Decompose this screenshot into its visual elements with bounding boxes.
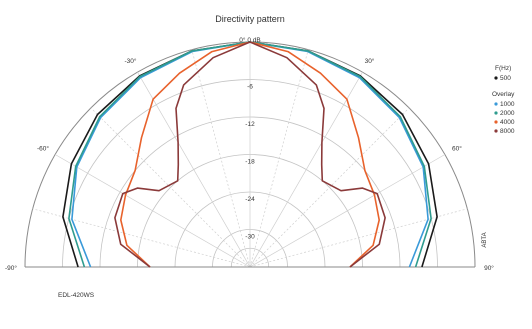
chart-title: Directivity pattern [215,14,285,24]
legend-entry: 1000 [500,101,515,108]
legend-entry: 8000 [500,128,515,135]
radial-tick-label: -18 [245,159,255,166]
grid-spoke [249,154,446,268]
grid-spoke [137,71,251,268]
model-label: EDL-420WS [58,292,95,299]
legend-overlay-header: Overlay [492,91,515,98]
legend: F(Hz) Overlay 500 1000 2000 4000 8000 [492,65,515,135]
legend-swatch [494,76,498,80]
top-label: 0° 0 dB [239,36,260,44]
tick-labels: -6 -12 -18 -24 -30 -90° -60° -30° 30° 60° 90° [5,57,494,272]
side-label: ABTA [482,232,488,247]
legend-swatch [494,120,498,124]
legend-swatch [494,111,498,115]
grid-spoke [54,154,251,268]
grid-spoke [191,49,251,268]
angle-tick-label: -90° [5,264,17,272]
radial-tick-label: -24 [245,196,255,203]
grid-spoke [249,107,410,268]
angle-tick-label: 30° [365,57,375,65]
legend-swatch [494,102,498,106]
grid-spoke [249,71,363,268]
grid-spoke [90,107,251,268]
angle-tick-label: 90° [484,264,494,272]
grid-spoke [249,49,309,268]
series-line-8000 [114,41,386,268]
radial-tick-label: -30 [245,234,255,241]
legend-swatch [494,129,498,133]
radial-tick-label: -6 [247,84,253,91]
legend-entry: 4000 [500,119,515,126]
grid-spoke [32,208,251,268]
radial-tick-label: -12 [245,121,255,128]
angle-tick-label: -60° [37,145,49,153]
grid-spoke [249,208,468,268]
legend-entry: 2000 [500,110,515,117]
legend-entry: 500 [500,75,511,82]
polar-grid [24,41,476,268]
angle-tick-label: -30° [125,57,137,65]
legend-freq-header: F(Hz) [495,65,511,72]
series-group [62,41,438,268]
angle-tick-label: 60° [452,145,462,153]
